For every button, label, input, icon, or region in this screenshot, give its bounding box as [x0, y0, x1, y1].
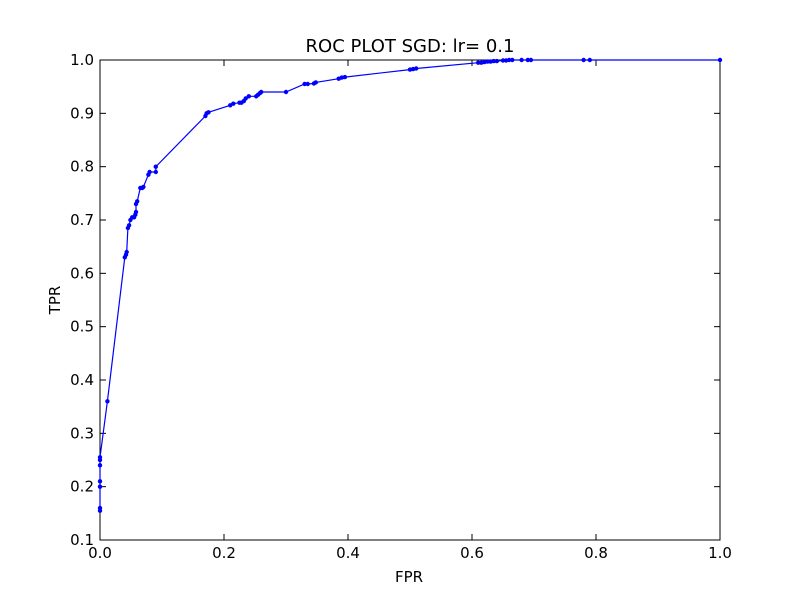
y-tick-label: 0.5: [70, 318, 94, 336]
roc-point: [97, 463, 103, 468]
roc-point: [126, 223, 132, 228]
roc-point: [283, 89, 289, 95]
roc-point: [124, 249, 129, 255]
roc-point: [476, 60, 481, 65]
roc-point: [97, 505, 103, 511]
roc-point: [519, 57, 524, 63]
roc-point: [97, 455, 103, 460]
roc-point: [717, 57, 723, 63]
roc-point: [246, 94, 251, 99]
x-tick-label: 0.6: [460, 544, 484, 562]
roc-point: [485, 59, 490, 64]
plot-frame: [99, 59, 721, 541]
roc-point: [500, 58, 506, 63]
roc-curve-line: [99, 59, 720, 511]
roc-point: [491, 58, 496, 64]
roc-point: [153, 169, 158, 175]
y-tick-label: 0.8: [70, 158, 94, 176]
roc-point: [414, 66, 419, 71]
roc-point: [581, 57, 586, 63]
roc-point: [342, 74, 348, 80]
y-tick-label: 0.9: [70, 104, 94, 122]
x-axis-label: FPR: [395, 568, 423, 586]
roc-point: [305, 81, 310, 87]
roc-point: [133, 209, 139, 215]
roc-point: [313, 80, 318, 85]
roc-point: [105, 399, 110, 404]
y-tick-label: 0.1: [70, 531, 94, 549]
roc-point: [135, 199, 140, 204]
y-tick-label: 0.6: [70, 264, 94, 282]
roc-point: [97, 484, 103, 489]
roc-point: [243, 96, 248, 101]
x-tick-label: 0.0: [88, 544, 112, 562]
plot-area: 0.0 0.2 0.4 0.6 0.8 1.0 0.1 0.2 0.3 0.4 0.5 0.6 0.7 0…: [70, 51, 732, 562]
roc-point: [97, 479, 103, 484]
roc-point: [525, 57, 530, 63]
y-tick-label: 0.3: [70, 424, 94, 442]
chart-title: ROC PLOT SGD: lr= 0.1: [306, 36, 515, 57]
roc-point: [587, 57, 592, 63]
roc-point: [206, 110, 211, 115]
y-tick-label: 0.2: [70, 478, 94, 496]
roc-point: [141, 184, 146, 190]
roc-point: [153, 164, 158, 169]
roc-point: [528, 57, 534, 63]
roc-point: [231, 101, 236, 106]
y-axis-label: TPR: [46, 286, 64, 316]
x-tick-label: 0.4: [336, 544, 360, 562]
roc-point: [259, 89, 264, 95]
y-tick-label: 0.4: [70, 371, 94, 389]
roc-point: [494, 58, 499, 64]
y-tick-label: 1.0: [70, 51, 94, 69]
x-tick-label: 0.2: [212, 544, 236, 562]
x-tick-label: 0.8: [584, 544, 608, 562]
y-tick-label: 0.7: [70, 211, 94, 229]
roc-point: [507, 57, 512, 63]
roc-point: [510, 57, 515, 63]
x-tick-label: 1.0: [708, 544, 732, 562]
roc-point: [147, 169, 152, 175]
roc-point: [302, 81, 307, 87]
